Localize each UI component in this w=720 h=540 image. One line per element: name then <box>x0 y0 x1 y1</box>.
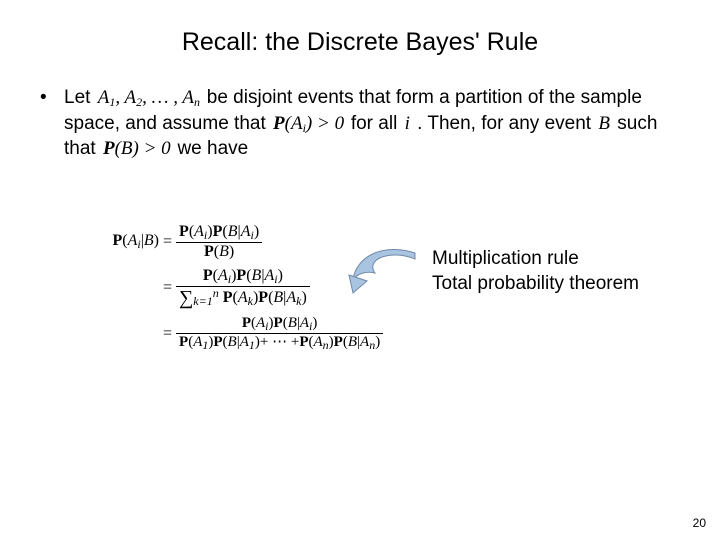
math-inline-cond2: P(B) > 0 <box>101 138 177 159</box>
equals: = <box>163 325 176 343</box>
bullet-item: • Let A1, A2, … , An be disjoint events … <box>40 85 680 162</box>
math-inline-i: i <box>403 113 412 134</box>
bullet-marker: • <box>40 85 64 162</box>
annotation-line: Total probability theorem <box>432 272 639 297</box>
text-frag: we have <box>177 138 248 159</box>
math-row-1: P(Ai|B) = P(Ai)P(B|Ai) P(B) <box>105 223 385 261</box>
annotation-line: Multiplication rule <box>432 247 639 272</box>
fraction-1: P(Ai)P(B|Ai) P(B) <box>176 223 262 261</box>
arrow-path <box>353 249 415 279</box>
math-row-2: = P(Ai)P(B|Ai) ∑k=1n P(Ak)P(B|Ak) <box>105 267 385 310</box>
fraction-2: P(Ai)P(B|Ai) ∑k=1n P(Ak)P(B|Ak) <box>176 267 310 310</box>
body-text: • Let A1, A2, … , An be disjoint events … <box>40 85 680 162</box>
math-row-3: = P(Ai)P(B|Ai) P(A1)P(B|A1)+ ⋯ +P(An)P(B… <box>105 315 385 352</box>
math-inline-seq: A1, A2, … , An <box>96 87 207 108</box>
math-display: P(Ai|B) = P(Ai)P(B|Ai) P(B) = P(Ai)P(B|A… <box>105 223 385 359</box>
math-inline-cond1: P(Ai) > 0 <box>271 113 351 134</box>
fraction-3: P(Ai)P(B|Ai) P(A1)P(B|A1)+ ⋯ +P(An)P(B|A… <box>176 315 383 352</box>
bullet-content: Let A1, A2, … , An be disjoint events th… <box>64 85 680 162</box>
arrow-icon <box>345 245 425 300</box>
equals: = <box>163 279 176 297</box>
page-number: 20 <box>693 516 706 530</box>
text-frag: for all <box>351 113 397 134</box>
slide: Recall: the Discrete Bayes' Rule • Let A… <box>0 0 720 540</box>
slide-title: Recall: the Discrete Bayes' Rule <box>40 28 680 57</box>
text-frag: . Then, for any event <box>417 113 591 134</box>
text-frag: Let <box>64 87 90 108</box>
math-lhs: P(Ai|B) <box>105 232 163 252</box>
math-inline-B: B <box>596 113 612 134</box>
equals: = <box>163 233 176 251</box>
annotation: Multiplication rule Total probability th… <box>432 247 639 296</box>
